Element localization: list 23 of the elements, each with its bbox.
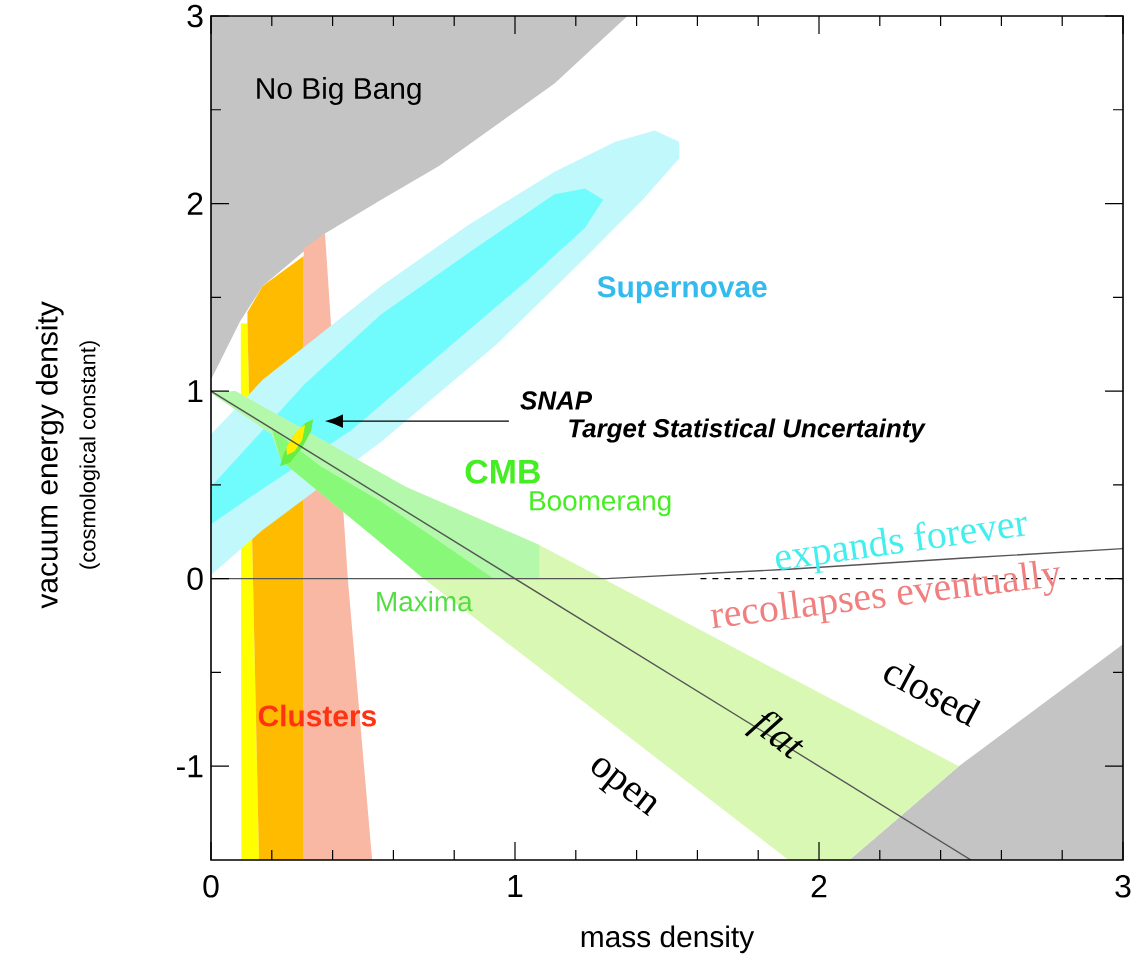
annotation: SNAP bbox=[520, 391, 593, 410]
x-tick-label: 2 bbox=[811, 875, 827, 898]
y-axis-title: vacuum energy density bbox=[35, 301, 64, 609]
x-tick-label: 1 bbox=[508, 875, 523, 897]
x-tick-label: 0 bbox=[203, 875, 219, 898]
y-tick-label: -1 bbox=[177, 755, 203, 778]
annotation: No Big Bang bbox=[257, 77, 421, 105]
y-tick-label: 2 bbox=[187, 192, 203, 215]
annotation: CMB bbox=[465, 459, 540, 484]
y-tick-label: 3 bbox=[187, 4, 203, 28]
annotation: closed bbox=[884, 663, 981, 727]
x-tick-label: 3 bbox=[1115, 875, 1131, 898]
y-tick-label: 1 bbox=[188, 380, 203, 403]
annotation: Clusters bbox=[258, 704, 376, 727]
annotation: Target Statistical Uncertainty bbox=[569, 418, 926, 443]
y-tick-label: 0 bbox=[187, 567, 203, 590]
annotation: Supernovae bbox=[597, 276, 767, 304]
annotation: Maxima bbox=[377, 590, 473, 612]
annotation: open bbox=[591, 758, 657, 817]
x-axis-title: mass density bbox=[581, 925, 755, 954]
annotation: Boomerang bbox=[530, 491, 671, 517]
annotation: flat bbox=[744, 711, 804, 759]
text: (cosmological constant) bbox=[79, 341, 100, 569]
